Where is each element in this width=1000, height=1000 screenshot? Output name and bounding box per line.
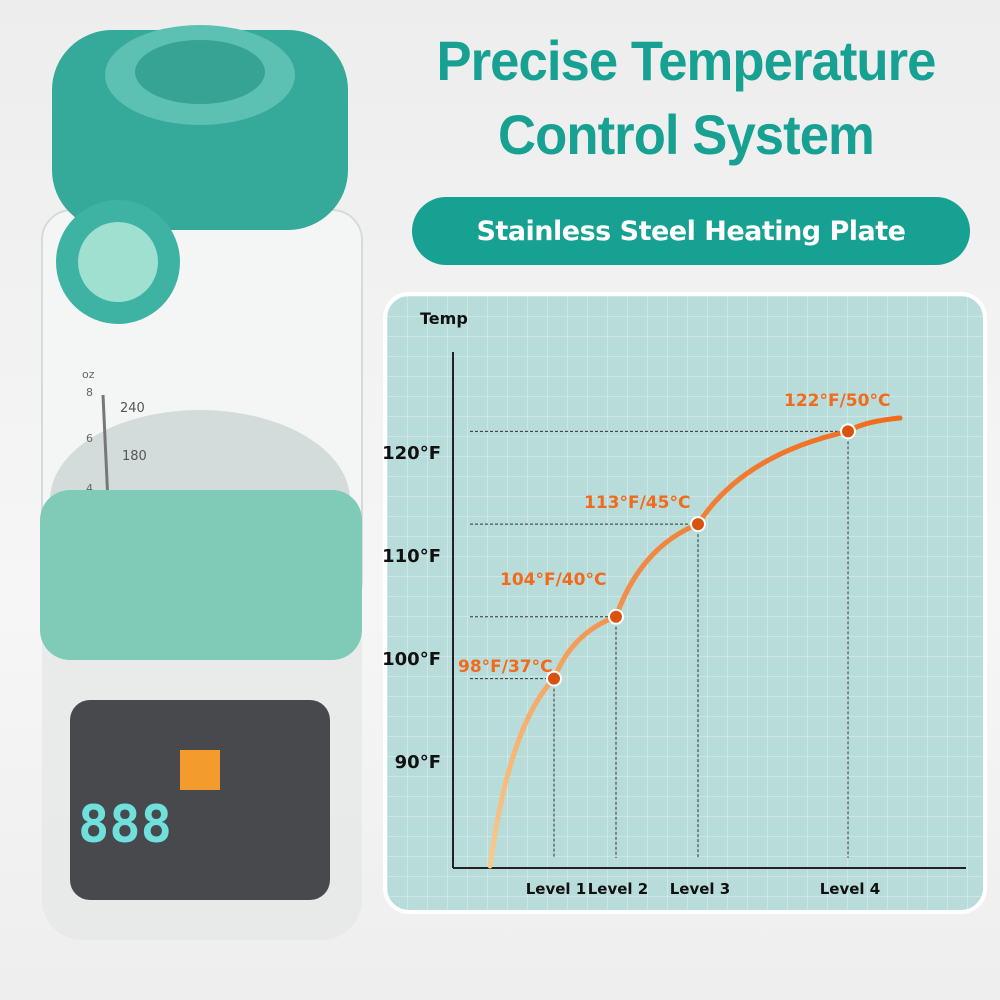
display-digits: 888 [78,795,172,855]
y-tick-label: 110°F [382,546,441,567]
ml-mark-180: 180 [122,449,147,464]
y-tick-label: 100°F [382,649,441,670]
x-tick-label: Level 2 [588,880,648,898]
oz-mark: 4 [86,482,93,495]
data-point [840,423,856,440]
ml-mark-240: 240 [120,401,145,416]
y-tick-label: 120°F [382,443,441,464]
oz-mark: 8 [86,386,93,399]
oz-unit: oz [82,368,95,381]
headline-line-1: Precise Temperature [436,29,936,92]
data-point [690,516,706,533]
oz-mark: 6 [86,432,93,445]
data-point [546,670,562,687]
headline-line-2: Control System [498,103,875,166]
data-label: 98°F/37°C [458,657,553,677]
data-label: 122°F/50°C [784,391,890,411]
y-tick-label: 90°F [395,752,441,773]
chart-panel [383,292,987,914]
x-tick-label: Level 3 [670,880,730,898]
y-axis-label: Temp [420,309,468,328]
x-tick-label: Level 1 [526,880,586,898]
heating-plate-badge: Stainless Steel Heating Plate [412,197,970,265]
data-label: 104°F/40°C [500,570,606,590]
x-tick-label: Level 4 [820,880,880,898]
data-point [608,608,624,625]
bottle-warmer-illustration: 888 240 180 120 oz 8 6 4 2 [40,25,363,940]
data-label: 113°F/45°C [584,493,690,513]
temperature-curve [487,415,903,869]
